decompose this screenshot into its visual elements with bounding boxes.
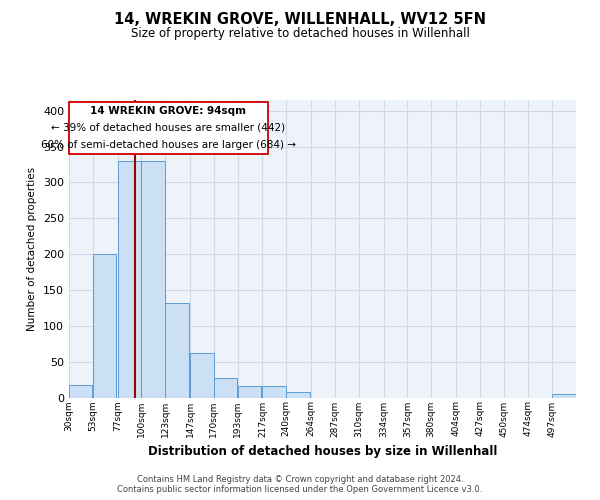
Bar — [165, 303, 189, 398]
Bar — [286, 392, 310, 398]
X-axis label: Distribution of detached houses by size in Willenhall: Distribution of detached houses by size … — [148, 445, 497, 458]
Bar — [190, 353, 214, 398]
Bar — [552, 394, 575, 398]
Text: ← 39% of detached houses are smaller (442): ← 39% of detached houses are smaller (44… — [51, 123, 286, 133]
Text: Size of property relative to detached houses in Willenhall: Size of property relative to detached ho… — [131, 28, 469, 40]
Bar — [214, 378, 238, 398]
Text: 14, WREKIN GROVE, WILLENHALL, WV12 5FN: 14, WREKIN GROVE, WILLENHALL, WV12 5FN — [114, 12, 486, 28]
Bar — [238, 386, 261, 398]
Text: 60% of semi-detached houses are larger (684) →: 60% of semi-detached houses are larger (… — [41, 140, 296, 150]
Bar — [142, 161, 165, 398]
Y-axis label: Number of detached properties: Number of detached properties — [28, 166, 37, 331]
FancyBboxPatch shape — [69, 102, 268, 154]
Text: 14 WREKIN GROVE: 94sqm: 14 WREKIN GROVE: 94sqm — [91, 106, 247, 116]
Bar — [262, 386, 286, 398]
Text: Contains HM Land Registry data © Crown copyright and database right 2024.
Contai: Contains HM Land Registry data © Crown c… — [118, 474, 482, 494]
Bar — [118, 161, 141, 398]
Bar — [69, 384, 92, 398]
Bar — [93, 254, 116, 398]
